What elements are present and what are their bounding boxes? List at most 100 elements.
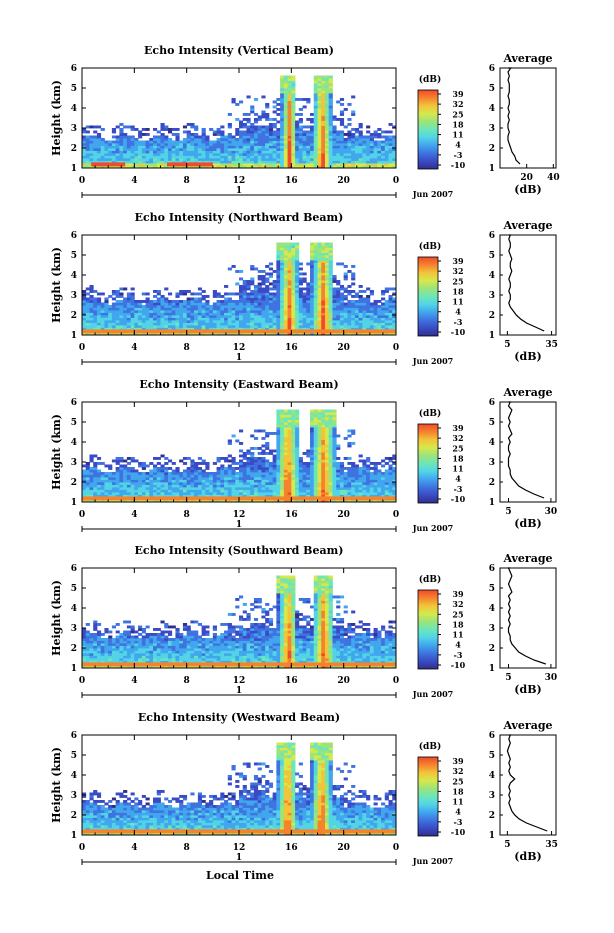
heatmap-cell [310, 308, 314, 311]
heatmap-cell [291, 253, 295, 256]
heatmap-cell [119, 492, 123, 495]
heatmap-cell [254, 156, 258, 159]
heatmap-cell [101, 475, 105, 478]
heatmap-cell [314, 126, 318, 129]
heatmap-cell [344, 265, 348, 268]
heatmap-cell [228, 136, 232, 139]
heatmap-cell [355, 153, 359, 156]
heatmap-cell [347, 163, 351, 166]
heatmap-cell [131, 288, 135, 291]
heatmap-cell [314, 452, 318, 455]
heatmap-cell [325, 410, 329, 413]
heatmap-cell [93, 323, 97, 326]
heatmap-cell [332, 457, 336, 460]
heatmap-cell [291, 460, 295, 463]
heatmap-cell [187, 480, 191, 483]
heatmap-cell [235, 318, 239, 321]
heatmap-cell [116, 141, 120, 144]
heatmap-cell [82, 298, 86, 301]
heatmap-cell [265, 313, 269, 316]
heatmap-cell [329, 278, 333, 281]
heatmap-cell [134, 315, 138, 318]
heatmap-cell [284, 133, 288, 136]
heatmap-cell [347, 462, 351, 465]
heatmap-cell [254, 288, 258, 291]
heatmap-cell [161, 133, 165, 136]
heatmap-cell [314, 303, 318, 306]
heatmap-cell [217, 323, 221, 326]
heatmap-cell [299, 470, 303, 473]
heatmap-cell [332, 298, 336, 301]
heatmap-cell [351, 465, 355, 468]
heatmap-cell [228, 313, 232, 316]
heatmap-cell [318, 470, 322, 473]
heatmap-cell [250, 320, 254, 323]
heatmap-cell [329, 480, 333, 483]
heatmap-cell [261, 452, 265, 455]
heatmap-cell [291, 313, 295, 316]
heatmap-cell [164, 475, 168, 478]
heatmap-cell [194, 126, 198, 129]
heatmap-cell [161, 455, 165, 458]
x-tick-label: 12 [233, 343, 246, 353]
heatmap-cell [280, 98, 284, 101]
heatmap-cell [381, 318, 385, 321]
heatmap-cell [202, 310, 206, 313]
heatmap-cell [123, 320, 127, 323]
heatmap-cell [224, 313, 228, 316]
heatmap-cell [276, 158, 280, 161]
heatmap-cell [318, 245, 322, 248]
heatmap-cell [310, 425, 314, 428]
heatmap-cell [351, 146, 355, 149]
heatmap-cell [142, 151, 146, 154]
heatmap-cell [254, 472, 258, 475]
heatmap-cell [295, 121, 299, 124]
heatmap-cell [381, 290, 385, 293]
heatmap-cell [325, 305, 329, 308]
heatmap-cell [254, 161, 258, 164]
heatmap-cell [82, 470, 86, 473]
heatmap-cell [134, 308, 138, 311]
heatmap-cell [329, 308, 333, 311]
heatmap-cell [381, 325, 385, 328]
heatmap-cell [127, 295, 131, 298]
heatmap-cell [381, 156, 385, 159]
heatmap-cell [362, 487, 366, 490]
heatmap-cell [318, 415, 322, 418]
heatmap-cell [235, 303, 239, 306]
heatmap-cell [138, 310, 142, 313]
heatmap-cell [344, 153, 348, 156]
heatmap-cell [232, 320, 236, 323]
heatmap-cell [194, 298, 198, 301]
heatmap-cell [213, 146, 217, 149]
heatmap-cell [314, 470, 318, 473]
heatmap-cell [299, 163, 303, 166]
heatmap-cell [157, 153, 161, 156]
heatmap-cell [362, 153, 366, 156]
heatmap-cell [164, 136, 168, 139]
heatmap-cell [213, 318, 217, 321]
heatmap-cell [205, 305, 209, 308]
heatmap-cell [97, 300, 101, 303]
heatmap-cell [101, 151, 105, 154]
heatmap-cell [82, 475, 86, 478]
heatmap-cell [243, 131, 247, 134]
heatmap-cell [112, 293, 116, 296]
heatmap-cell [325, 91, 329, 94]
heatmap-cell [93, 325, 97, 328]
heatmap-cell [269, 490, 273, 493]
heatmap-cell [123, 465, 127, 468]
heatmap-cell [198, 323, 202, 326]
heatmap-cell [284, 83, 288, 86]
heatmap-cell [243, 113, 247, 116]
heatmap-cell [295, 275, 299, 278]
heatmap-cell [123, 126, 127, 129]
heatmap-cell [314, 318, 318, 321]
heatmap-cell [239, 136, 243, 139]
heatmap-cell [86, 161, 90, 164]
heatmap-cell [269, 273, 273, 276]
heatmap-cell [280, 310, 284, 313]
heatmap-cell [351, 492, 355, 495]
heatmap-cell [228, 315, 232, 318]
heatmap-cell [299, 485, 303, 488]
